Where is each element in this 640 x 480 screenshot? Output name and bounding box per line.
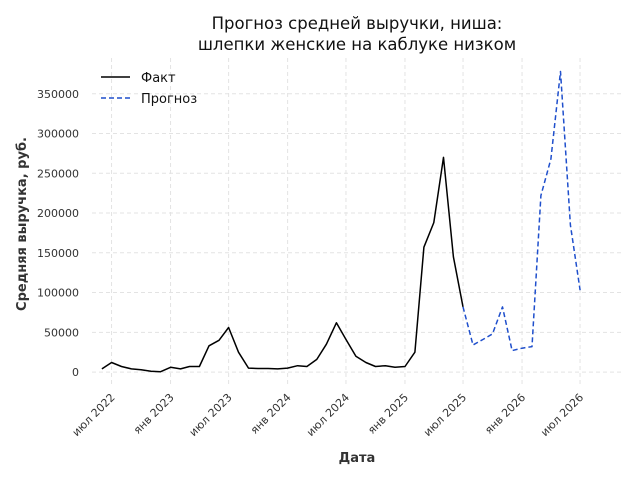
y-axis-ticks: 0 50000 100000 150000 200000 250000 300000 3500…	[37, 88, 79, 379]
x-tick-label: янв 2024	[248, 391, 294, 437]
x-tick-label: июл 2023	[187, 391, 235, 439]
x-tick-label: июл 2025	[421, 391, 469, 439]
y-tick-label: 200000	[37, 207, 79, 220]
legend-label-forecast: Прогноз	[141, 92, 197, 107]
series-line-fact	[101, 156, 464, 373]
x-tick-label: янв 2026	[482, 391, 528, 437]
x-axis-label: Дата	[339, 451, 376, 466]
x-axis-ticks: июл 2022 янв 2023 июл 2023 янв 2024 июл 2024…	[70, 391, 587, 439]
y-axis-label: Средняя выручка, руб.	[15, 137, 30, 311]
chart-title-line1: Прогноз средней выручки, ниша:	[212, 14, 503, 33]
y-tick-label: 250000	[37, 167, 79, 180]
y-tick-label: 350000	[37, 88, 79, 101]
x-tick-label: янв 2025	[365, 391, 411, 437]
y-tick-label: 150000	[37, 247, 79, 260]
series-lines	[101, 70, 581, 373]
chart-title-line2: шлепки женские на каблуке низком	[198, 35, 516, 54]
x-tick-label: янв 2023	[131, 391, 177, 437]
y-tick-label: 300000	[37, 128, 79, 141]
y-tick-label: 100000	[37, 287, 79, 300]
grid-lines	[92, 58, 624, 384]
x-tick-label: июл 2022	[70, 391, 118, 439]
legend-label-fact: Факт	[141, 71, 176, 86]
y-tick-label: 50000	[44, 326, 79, 339]
series-line-forecast	[462, 70, 581, 352]
x-tick-label: июл 2026	[538, 391, 586, 439]
x-tick-label: июл 2024	[304, 391, 352, 439]
legend: Факт Прогноз	[101, 71, 197, 107]
y-tick-label: 0	[72, 366, 79, 379]
